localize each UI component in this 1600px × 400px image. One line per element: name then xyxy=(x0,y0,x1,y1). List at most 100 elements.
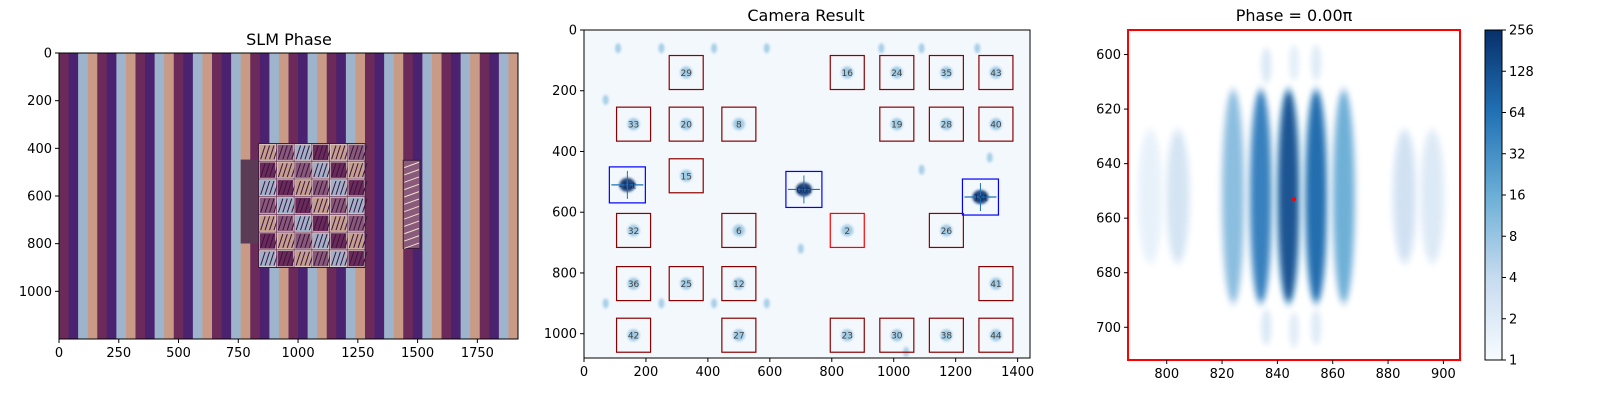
hologram-fringe xyxy=(304,198,310,213)
y-tick-label: 800 xyxy=(552,266,577,281)
panel-phase-zoom: Phase = 0.00π 800 820 840 860 880 900 6006206… xyxy=(1096,6,1534,382)
hologram-fringe xyxy=(260,163,266,178)
hologram-fringe xyxy=(282,198,288,213)
hologram-fringe xyxy=(322,163,328,178)
hologram-fringe xyxy=(264,163,271,178)
spot-label: 6 xyxy=(736,227,742,237)
phase-intensity-image xyxy=(1136,44,1447,348)
phase-stripe xyxy=(164,53,175,339)
hologram-fringe xyxy=(362,198,368,213)
hologram-fringe xyxy=(357,180,364,195)
y-tick-label: 600 xyxy=(27,190,52,205)
hologram-fringe xyxy=(277,180,284,195)
camera-spot xyxy=(989,66,1002,79)
camera-spot xyxy=(627,329,640,342)
center-marker xyxy=(1292,197,1296,202)
spot-box xyxy=(668,265,704,302)
fringe xyxy=(1422,132,1443,260)
phase-stripe xyxy=(116,53,127,339)
hologram-fringe xyxy=(286,198,293,213)
spot-box xyxy=(668,54,704,91)
spot-label: 25 xyxy=(680,280,691,290)
side-region xyxy=(402,159,421,249)
hologram-fringe xyxy=(357,145,364,160)
hologram-fringe xyxy=(260,251,266,266)
hologram-fringe xyxy=(295,198,302,213)
spot-box xyxy=(668,106,704,142)
y-tick-label: 660 xyxy=(1096,212,1121,227)
hologram-fringe xyxy=(317,233,324,248)
spot-box xyxy=(879,106,915,142)
x-tick-label: 820 xyxy=(1210,367,1235,382)
y-tick-label: 200 xyxy=(552,84,577,99)
slm-phase-image xyxy=(59,53,518,339)
spot-box xyxy=(668,158,704,194)
hologram-fringe xyxy=(295,233,302,248)
colorbar-tick-label: 8 xyxy=(1509,230,1517,245)
hologram-fringe xyxy=(295,216,302,231)
hologram-fringe xyxy=(331,180,337,195)
hologram-fringe xyxy=(317,216,324,231)
phase-stripe xyxy=(451,53,462,339)
x-tick-label: 900 xyxy=(1431,367,1456,382)
y-tick-label: 0 xyxy=(569,24,577,39)
camera-spot xyxy=(732,118,745,131)
camera-spot xyxy=(940,329,953,342)
hologram-fringe xyxy=(260,145,266,160)
spot-label: 26 xyxy=(941,227,953,237)
hologram-fringe xyxy=(286,251,293,266)
x-tick-label: 1250 xyxy=(341,346,374,361)
phase-stripe xyxy=(125,53,136,339)
y-tick-label: 1000 xyxy=(19,285,52,300)
hologram-fringe xyxy=(339,233,346,248)
hologram-fringe xyxy=(357,198,364,213)
hologram-fringe xyxy=(339,198,346,213)
hologram-fringe xyxy=(286,163,293,178)
colorbar-tick-label: 64 xyxy=(1509,106,1526,121)
spot-box xyxy=(829,212,865,249)
camera-spots: 29 16 24 35 43 33 20 8 19 28 40 15 -1st 0th 1st 32 6 2 26 3… xyxy=(602,43,1014,357)
phase-stripe xyxy=(441,53,452,339)
hologram-fringe xyxy=(295,251,302,266)
camera-spot xyxy=(890,329,903,342)
x-tick-label: 1000 xyxy=(282,346,315,361)
hologram-fringe xyxy=(362,145,368,160)
hologram-fringe xyxy=(282,233,288,248)
camera-axes-frame xyxy=(583,29,1031,359)
hologram-fringe xyxy=(362,233,368,248)
spot-box xyxy=(978,106,1014,142)
spot-label: 20 xyxy=(680,121,692,131)
hologram-fringe xyxy=(313,198,319,213)
hologram-fringe xyxy=(269,180,275,195)
y-tick-label: 640 xyxy=(1096,157,1121,172)
hologram-fringe xyxy=(269,233,275,248)
phase-stripe xyxy=(422,53,433,339)
colorbar-tick-label: 4 xyxy=(1509,271,1517,286)
spot-label: 35 xyxy=(941,69,952,79)
phase-stripe xyxy=(87,53,98,339)
hologram-fringe xyxy=(277,163,284,178)
hologram-fringe xyxy=(357,251,364,266)
spot-label: 44 xyxy=(990,332,1002,342)
x-tick-label: 1750 xyxy=(461,346,494,361)
colorbar-ticks: 256 128 64 32 16 8 4 2 1 xyxy=(1502,24,1534,369)
spot-label: 1st xyxy=(973,194,987,204)
stray-speckle xyxy=(986,152,993,163)
x-tick-label: 500 xyxy=(166,346,191,361)
side-fringe xyxy=(404,161,420,169)
hologram-fringe xyxy=(282,163,288,178)
spot-box xyxy=(928,106,964,142)
side-fringe xyxy=(404,227,420,235)
spot-label: 2 xyxy=(844,227,850,237)
hologram-fringe xyxy=(295,163,302,178)
spot-label: 19 xyxy=(891,121,903,131)
stray-speckle xyxy=(918,164,925,175)
hologram-fringe xyxy=(269,145,275,160)
hologram-fringe xyxy=(317,251,324,266)
hologram-fringe xyxy=(269,216,275,231)
stray-speckle xyxy=(615,43,622,54)
spot-label: 29 xyxy=(680,69,692,79)
spot-label: 41 xyxy=(990,280,1001,290)
hologram-fringe xyxy=(353,233,359,248)
x-tick-label: 0 xyxy=(580,365,588,380)
